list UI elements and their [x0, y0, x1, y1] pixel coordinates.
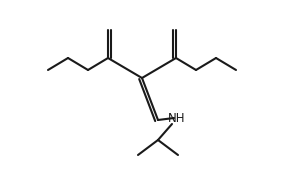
Text: NH: NH: [168, 112, 185, 124]
